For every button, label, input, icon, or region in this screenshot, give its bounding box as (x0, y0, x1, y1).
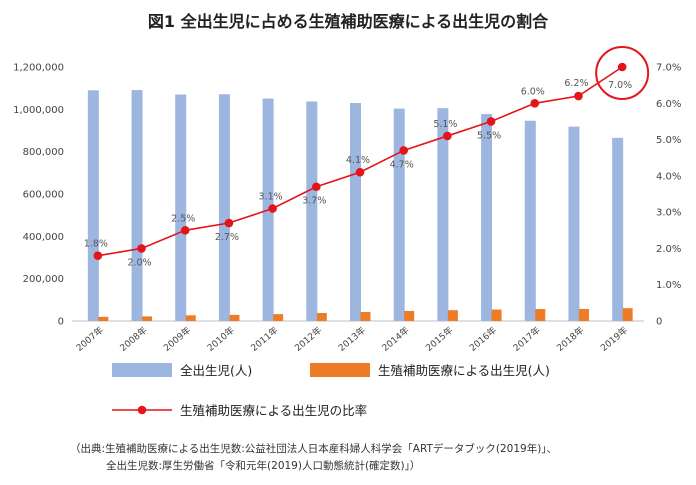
bar-art-births (142, 316, 153, 321)
ratio-point (180, 225, 190, 235)
bar-total-births (306, 101, 318, 321)
bar-total-births (131, 90, 143, 322)
bar-art-births (578, 308, 589, 321)
ratio-data-label: 2.5% (171, 213, 195, 224)
ratio-data-label: 3.7% (302, 196, 326, 207)
x-axis-tick-label: 2015年 (423, 324, 455, 354)
bar-art-births (622, 308, 633, 321)
x-axis-tick-label: 2014年 (379, 324, 411, 354)
right-axis-tick-label: 3.0% (656, 208, 681, 219)
left-axis-tick-label: 600,000 (23, 190, 64, 201)
bar-art-births (447, 310, 458, 321)
x-axis-tick-label: 2012年 (292, 324, 324, 354)
x-axis-tick-label: 2007年 (74, 324, 106, 354)
bar-art-births (316, 312, 327, 321)
right-axis-tick-label: 2.0% (656, 244, 681, 255)
right-axis-tick-label: 5.0% (656, 135, 681, 146)
bar-art-births (98, 316, 109, 321)
x-axis-tick-label: 2013年 (336, 324, 368, 354)
ratio-data-label: 2.0% (127, 257, 151, 268)
bar-total-births (350, 103, 361, 321)
ratio-point (355, 167, 365, 177)
bar-total-births (87, 90, 99, 321)
bar-total-births (175, 94, 187, 321)
right-axis-tick-label: 7.0% (656, 63, 681, 74)
ratio-data-label: 4.7% (390, 159, 414, 170)
left-axis-tick-label: 0 (58, 317, 64, 328)
ratio-data-label: 5.5% (477, 130, 501, 141)
ratio-data-label: 6.0% (521, 86, 545, 97)
highlight-circle (595, 46, 650, 100)
bar-total-births (437, 108, 449, 321)
right-axis-tick-label: 6.0% (656, 99, 681, 110)
x-axis-tick-label: 2016年 (467, 324, 499, 354)
ratio-point (93, 251, 103, 260)
left-axis-tick-label: 1,000,000 (13, 105, 64, 116)
bar-total-births (218, 94, 230, 321)
right-axis-tick-label: 4.0% (656, 171, 681, 182)
ratio-data-label: 1.8% (84, 239, 108, 250)
source-note: （出典:生殖補助医療による出生児数:公益社団法人日本産科婦人科学会「ARTデータ… (70, 441, 557, 475)
source-line-1: （出典:生殖補助医療による出生児数:公益社団法人日本産科婦人科学会「ARTデータ… (70, 443, 558, 455)
ratio-point (530, 98, 540, 108)
legend-label-total-births: 全出生児(人) (180, 363, 252, 378)
ratio-point (268, 204, 277, 213)
ratio-point (137, 244, 146, 253)
ratio-data-label: 5.1% (433, 119, 457, 130)
right-axis-tick-label: 1.0% (656, 280, 681, 291)
left-axis-tick-label: 800,000 (23, 147, 64, 158)
bar-total-births (481, 114, 493, 321)
ratio-point (224, 218, 234, 228)
bar-total-births (524, 120, 536, 322)
ratio-point (574, 91, 583, 101)
ratio-data-label: 2.7% (215, 232, 239, 243)
bar-art-births (229, 314, 240, 321)
ratio-data-label: 7.0% (608, 80, 632, 91)
bar-art-births (360, 311, 371, 321)
legend-label-art-births: 生殖補助医療による出生児(人) (378, 363, 550, 378)
source-line-2: 全出生児数:厚生労働省「令和元年(2019)人口動態統計(確定数)」） (106, 460, 421, 472)
ratio-point (399, 146, 408, 155)
x-axis-tick-label: 2019年 (598, 324, 630, 354)
bar-total-births (393, 108, 405, 321)
ratio-point (617, 62, 627, 72)
x-axis-tick-label: 2017年 (511, 324, 543, 354)
bar-total-births (612, 137, 624, 321)
ratio-data-label: 4.1% (346, 155, 370, 166)
bar-art-births (535, 309, 546, 321)
bar-total-births (568, 126, 580, 321)
chart-svg: 0 200,000 400,000 600,000 800,000 1,000,000 1,… (13, 46, 681, 418)
ratio-data-label: 6.2% (564, 78, 588, 89)
legend-label-ratio: 生殖補助医療による出生児の比率 (180, 403, 367, 418)
legend-marker-ratio (137, 405, 147, 415)
right-axis-tick-label: 0 (656, 317, 662, 328)
ratio-point (443, 131, 452, 141)
bar-art-births (273, 314, 284, 321)
bar-art-births (491, 309, 502, 321)
x-axis-tick-label: 2009年 (161, 324, 193, 354)
left-axis-tick-label: 200,000 (23, 274, 64, 285)
x-axis-tick-label: 2010年 (205, 324, 237, 354)
bar-art-births (185, 315, 196, 321)
ratio-point (312, 182, 321, 192)
x-axis-tick-label: 2008年 (117, 324, 149, 354)
ratio-point (486, 117, 496, 126)
legend-swatch-art-births (310, 363, 370, 377)
ratio-data-label: 3.1% (259, 192, 283, 203)
left-axis-tick-label: 1,200,000 (13, 63, 64, 74)
legend-swatch-total-births (112, 363, 172, 377)
left-axis-tick-label: 400,000 (23, 232, 64, 243)
chart-title: 図1 全出生児に占める生殖補助医療による出生児の割合 (147, 12, 549, 31)
x-axis-tick-label: 2018年 (554, 324, 586, 354)
x-axis-tick-label: 2011年 (248, 324, 280, 354)
bar-art-births (404, 310, 415, 321)
